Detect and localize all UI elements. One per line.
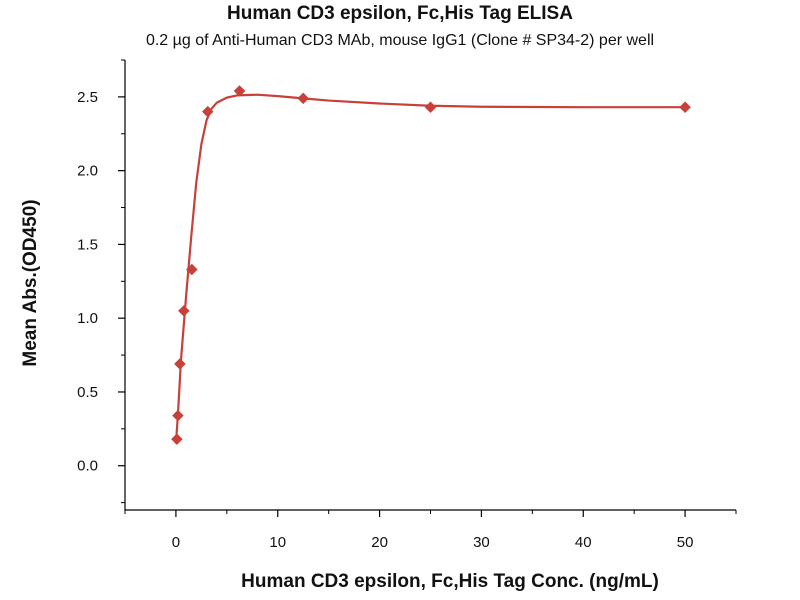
y-tick-label: 0.5 (77, 384, 98, 401)
data-point (201, 105, 214, 118)
x-tick-label: 10 (269, 534, 286, 551)
axes: 0.0 0.5 1.0 1.5 2.0 2.5 0 10 20 30 40 50 (77, 59, 737, 551)
x-tick-label: 40 (575, 534, 592, 551)
fit-curve-layer (174, 93, 686, 444)
y-tick-label: 2.5 (77, 89, 98, 106)
data-point (174, 358, 186, 370)
y-tick-label: 2.0 (77, 163, 98, 180)
x-tick-label: 30 (473, 534, 490, 551)
data-points-layer (171, 85, 691, 446)
x-tick-label: 50 (677, 534, 694, 551)
data-point (172, 409, 184, 422)
data-point (233, 85, 246, 97)
data-point (185, 263, 198, 276)
fit-curve (174, 93, 686, 444)
y-tick-label: 0.0 (77, 458, 98, 475)
data-point (679, 101, 691, 114)
chart-subtitle: 0.2 µg of Anti-Human CD3 MAb, mouse IgG1… (145, 32, 655, 49)
x-tick-label: 20 (371, 534, 388, 551)
y-tick-label: 1.0 (77, 310, 98, 327)
data-point (171, 433, 183, 446)
y-tick-label: 1.5 (77, 236, 98, 253)
data-point (297, 92, 310, 105)
x-tick-label: 0 (172, 534, 180, 551)
x-axis-label: Human CD3 epsilon, Fc,His Tag Conc. (ng/… (241, 571, 659, 592)
data-point (424, 101, 437, 114)
chart-title: Human CD3 epsilon, Fc,His Tag ELISA (227, 3, 573, 24)
data-point (178, 304, 190, 317)
